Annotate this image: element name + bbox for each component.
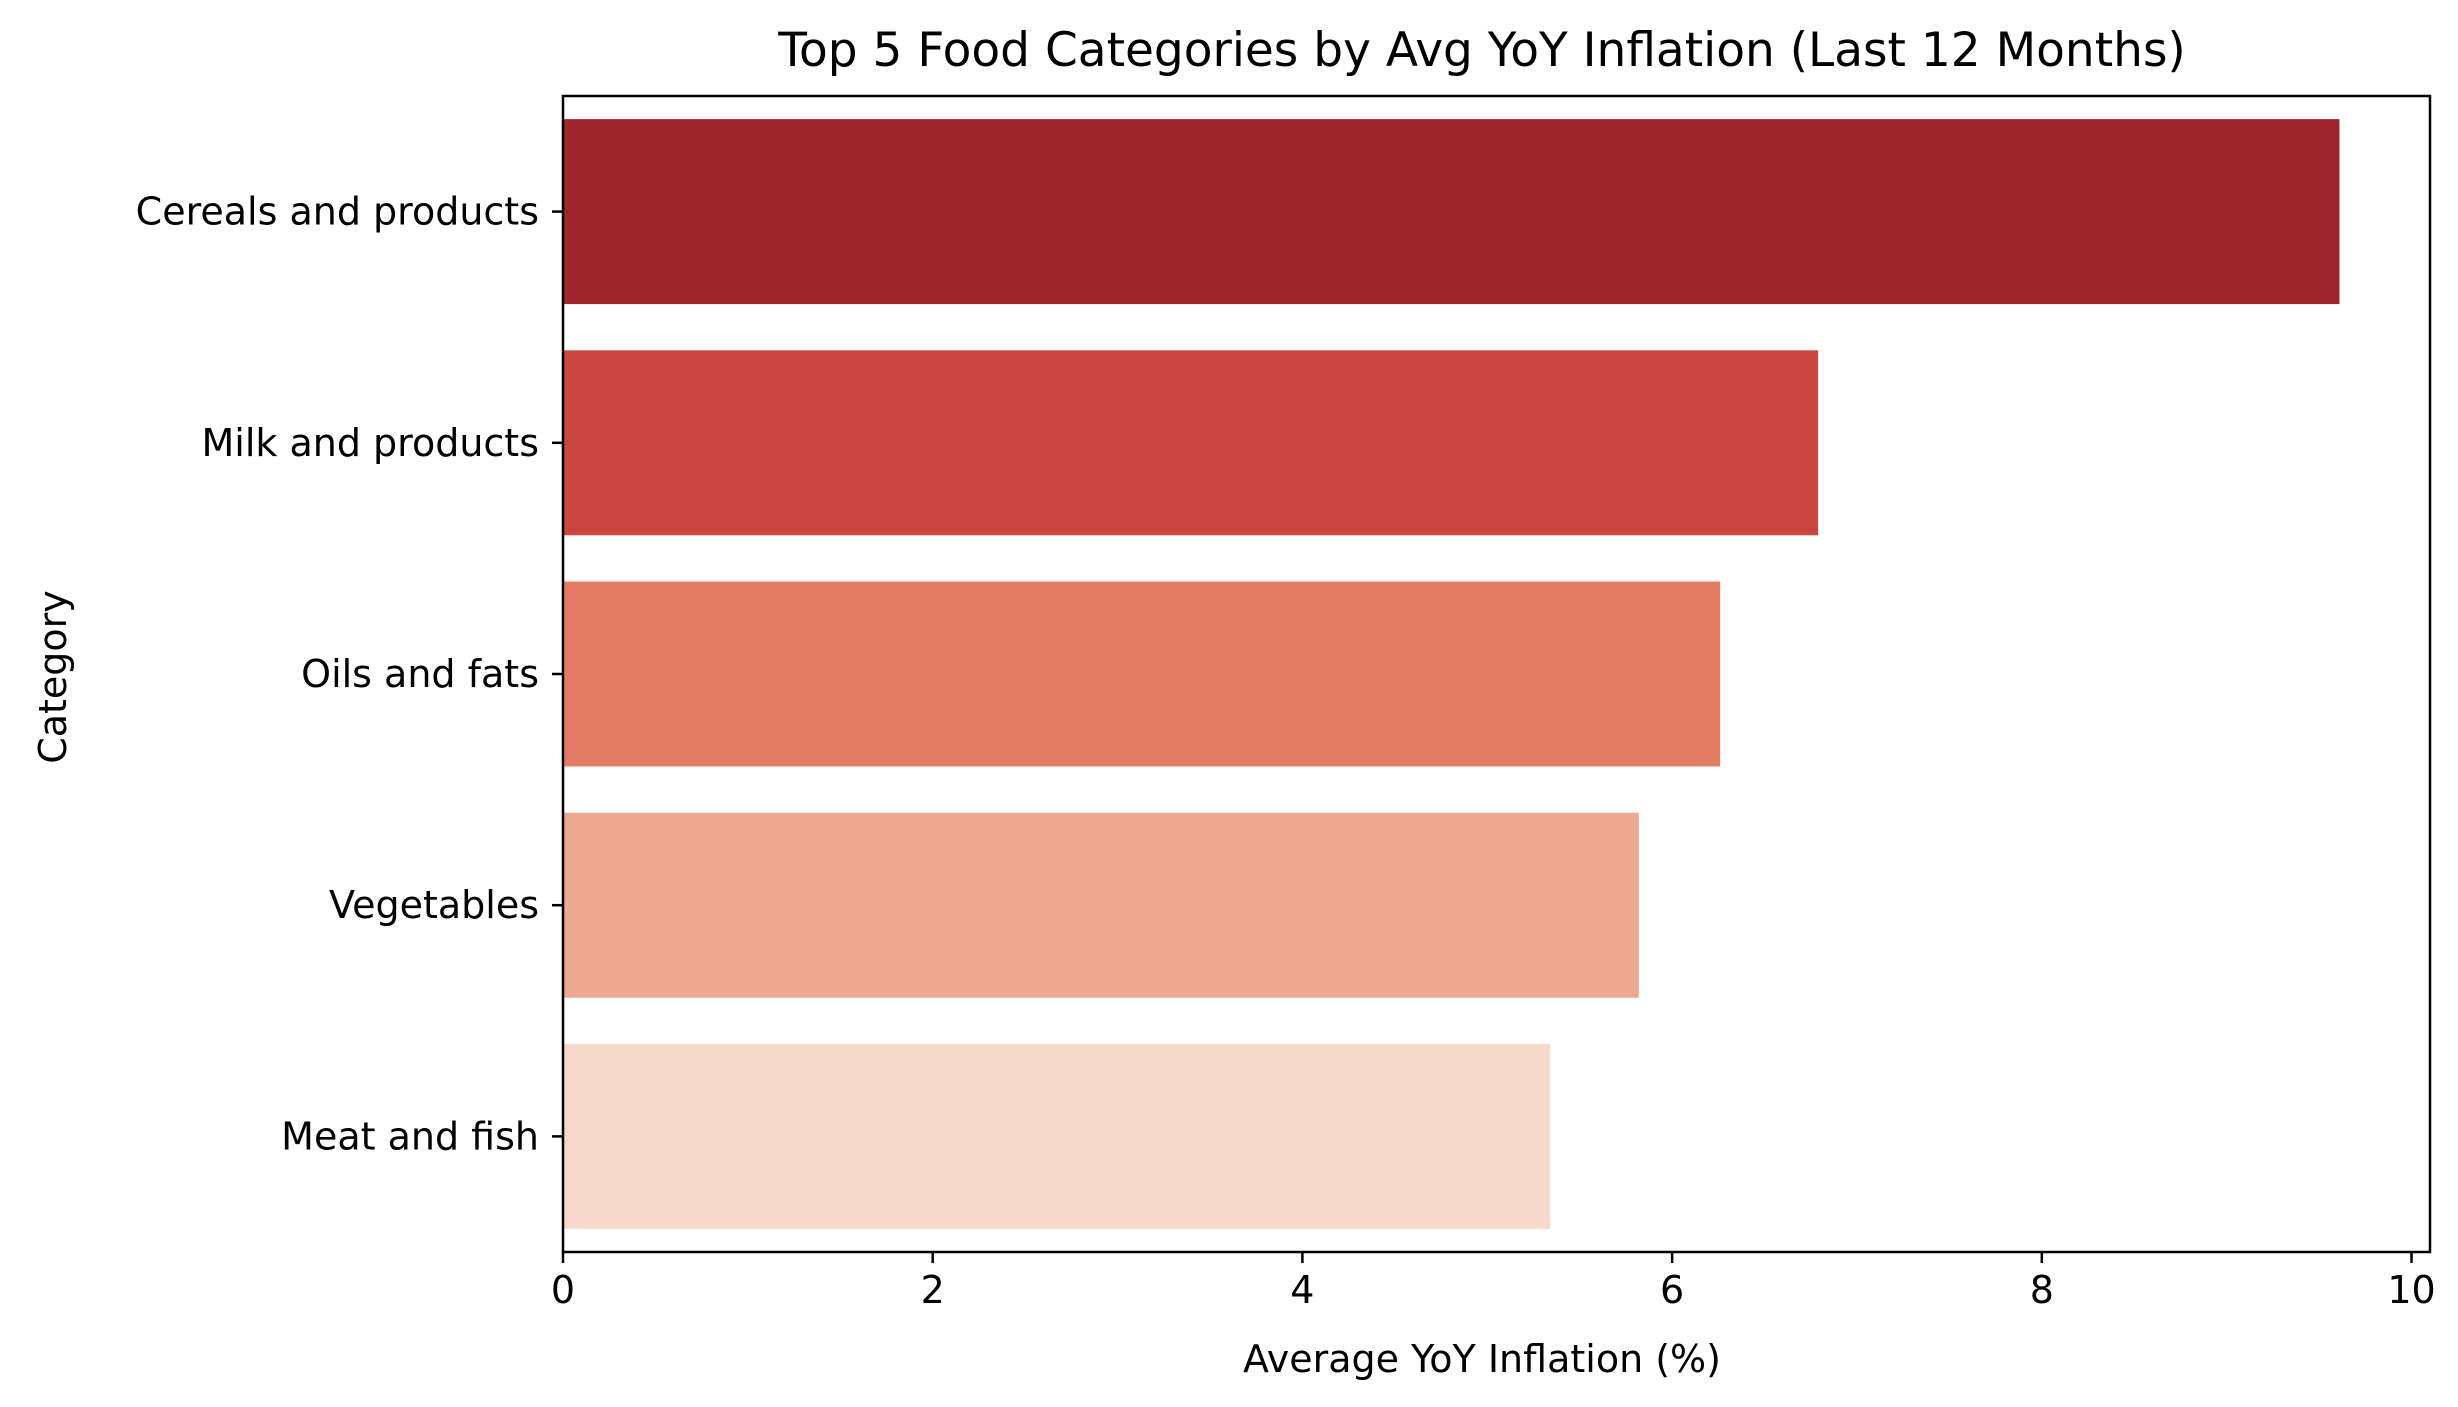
- y-tick-label: Milk and products: [201, 421, 539, 465]
- y-axis-ticks: Cereals and products Milk and products Oil…: [136, 190, 563, 1158]
- x-tick-label: 2: [921, 1268, 945, 1312]
- plot-area-frame: [561, 94, 2432, 1254]
- bar-cereals-and-products: [563, 119, 2340, 305]
- x-tick-label: 10: [2387, 1268, 2435, 1312]
- bar-oils-and-fats: [563, 581, 1721, 767]
- bar-milk-and-products: [563, 350, 1819, 536]
- chart-title: Top 5 Food Categories by Avg YoY Inflati…: [777, 23, 2186, 78]
- x-tick-label: 8: [2030, 1268, 2054, 1312]
- x-tick-label: 6: [1660, 1268, 1684, 1312]
- bars-group: [563, 119, 2340, 1229]
- y-tick-label: Cereals and products: [136, 190, 539, 234]
- x-tick-label: 4: [1290, 1268, 1314, 1312]
- x-axis-title: Average YoY Inflation (%): [1243, 1337, 1721, 1381]
- bar-vegetables: [563, 812, 1639, 998]
- x-tick-label: 0: [551, 1268, 575, 1312]
- y-tick-label: Vegetables: [329, 883, 539, 927]
- bar-meat-and-fish: [563, 1043, 1551, 1229]
- x-axis-ticks: 0 2 4 6 8 10: [551, 1252, 2436, 1312]
- y-tick-label: Meat and fish: [281, 1114, 539, 1158]
- y-tick-label: Oils and fats: [301, 652, 539, 696]
- y-axis-title: Category: [31, 590, 75, 764]
